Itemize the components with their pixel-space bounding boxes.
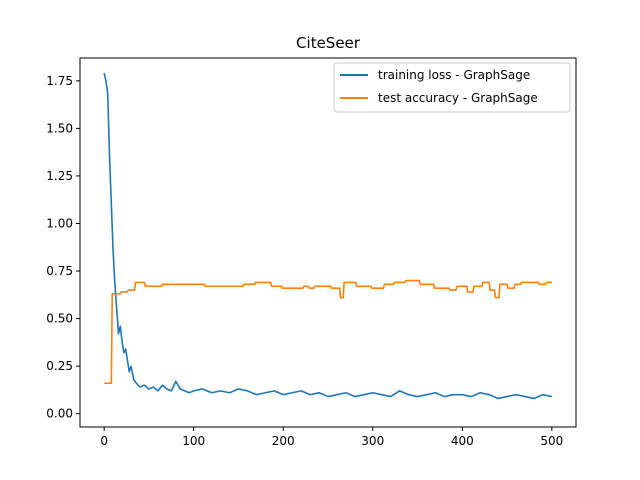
x-tick-label: 100 <box>182 434 205 448</box>
legend-box <box>333 62 571 113</box>
y-tick-label: 1.25 <box>46 169 73 183</box>
x-tick-label: 200 <box>272 434 295 448</box>
x-tick-label: 0 <box>100 434 108 448</box>
legend: training loss - GraphSage test accuracy … <box>333 62 571 113</box>
x-tick-label: 300 <box>361 434 384 448</box>
x-tick-label: 500 <box>540 434 563 448</box>
series-layer <box>103 73 552 400</box>
y-tick-label: 1.00 <box>46 216 73 230</box>
plot-area <box>79 57 577 428</box>
series-line-test-accuracy <box>104 279 552 385</box>
series-line-training-loss <box>103 73 552 400</box>
y-tick-label: 1.75 <box>46 74 73 88</box>
chart-title: CiteSeer <box>296 34 361 52</box>
y-tick-label: 0.75 <box>46 264 73 278</box>
axes-frame <box>79 57 577 428</box>
legend-label-training-loss: training loss - GraphSage <box>378 68 530 82</box>
legend-label-test-accuracy: test accuracy - GraphSage <box>378 91 538 105</box>
y-axis: 0.00 0.25 0.50 0.75 1.00 1.25 1.50 1.75 <box>46 74 80 421</box>
x-axis: 0 100 200 300 400 500 <box>100 427 563 448</box>
y-tick-label: 1.50 <box>46 121 73 135</box>
y-tick-label: 0.25 <box>46 359 73 373</box>
x-tick-label: 400 <box>451 434 474 448</box>
y-tick-label: 0.50 <box>46 312 73 326</box>
y-tick-label: 0.00 <box>46 407 73 421</box>
